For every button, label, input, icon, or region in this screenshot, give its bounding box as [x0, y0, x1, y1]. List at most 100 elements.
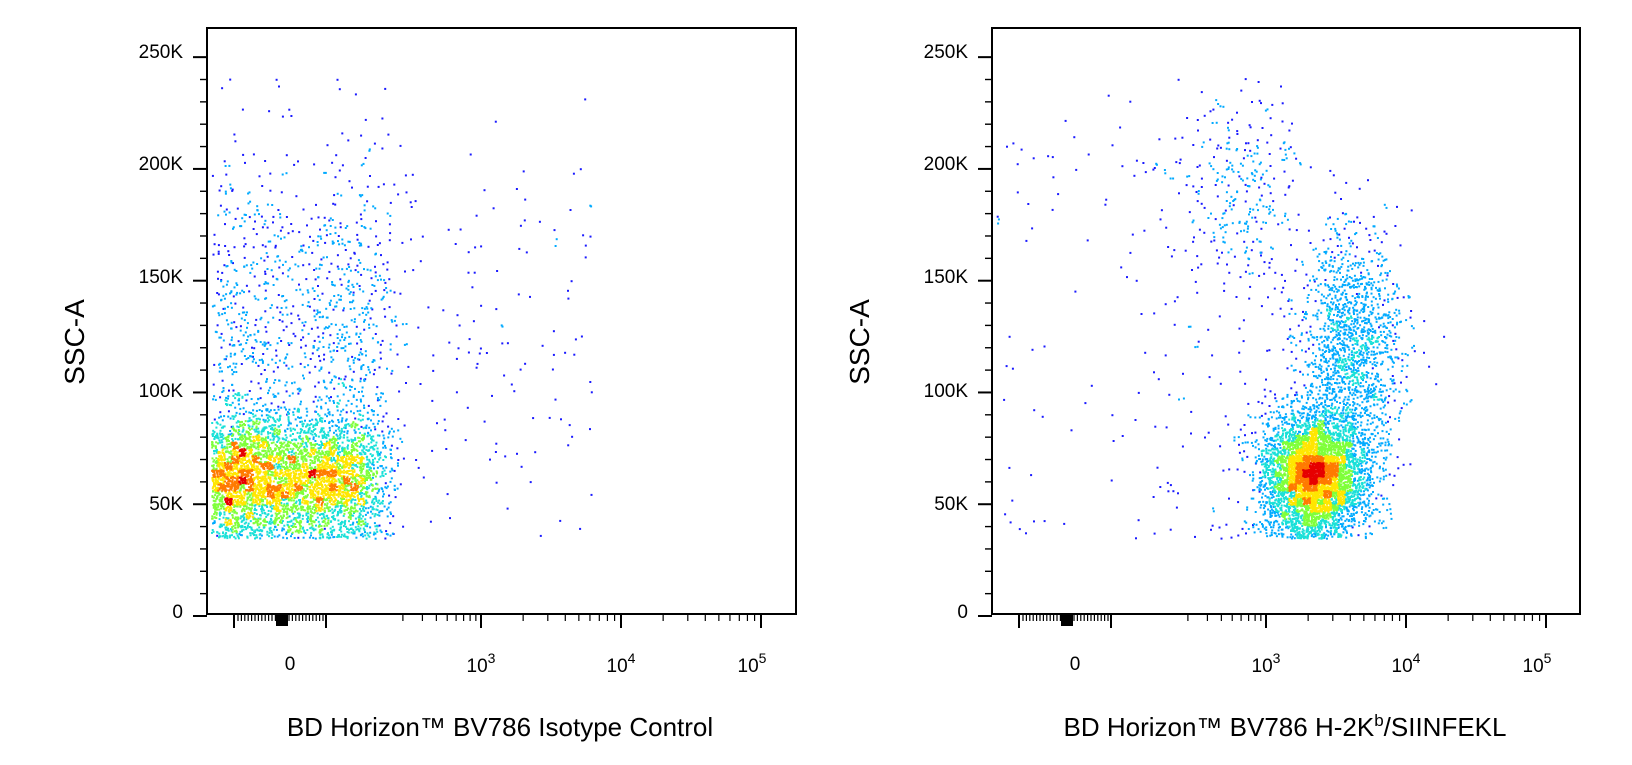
- event-dot: [252, 228, 255, 230]
- event-dot: [356, 450, 359, 452]
- event-dot: [218, 508, 221, 511]
- event-dot: [269, 307, 272, 309]
- event-dot: [281, 458, 284, 461]
- event-dot: [305, 475, 308, 478]
- event-dot: [304, 495, 307, 498]
- event-dot: [266, 499, 269, 502]
- event-dot: [220, 458, 223, 461]
- event-dot: [356, 282, 359, 285]
- event-dot: [226, 280, 229, 283]
- event-dot: [241, 436, 244, 439]
- event-dot: [324, 493, 327, 496]
- event-dot: [217, 244, 220, 247]
- event-dot: [368, 494, 371, 497]
- event-dot: [264, 461, 266, 464]
- event-dot: [293, 491, 295, 494]
- event-dot: [287, 424, 290, 427]
- event-dot: [318, 355, 320, 358]
- event-dot: [288, 515, 291, 518]
- event-dot: [213, 450, 215, 452]
- event-dot: [293, 465, 295, 468]
- event-dot: [358, 500, 360, 502]
- event-dot: [279, 216, 282, 219]
- event-dot: [243, 516, 246, 519]
- event-dot: [217, 452, 220, 455]
- event-dot: [297, 459, 300, 462]
- event-dot: [330, 450, 333, 453]
- event-dot: [232, 427, 235, 430]
- event-dot: [333, 284, 336, 287]
- event-dot: [260, 477, 263, 480]
- event-dot: [251, 513, 254, 515]
- event-dot: [315, 411, 318, 413]
- event-dot: [251, 504, 254, 506]
- event-dot: [322, 495, 325, 498]
- event-dot: [226, 535, 229, 538]
- event-dot: [318, 414, 321, 417]
- event-dot: [264, 343, 267, 346]
- event-dot: [336, 453, 339, 456]
- event-dot: [342, 347, 345, 350]
- event-dot: [246, 493, 249, 496]
- event-dot: [256, 478, 259, 481]
- event-dot: [305, 500, 308, 503]
- event-dot: [250, 463, 253, 466]
- event-dot: [253, 504, 256, 507]
- event-dot: [289, 463, 291, 466]
- event-dot: [307, 481, 310, 484]
- event-dot: [309, 510, 312, 513]
- event-dot: [315, 203, 317, 206]
- event-dot: [217, 214, 220, 217]
- event-dot: [285, 381, 288, 384]
- event-dot: [268, 444, 270, 447]
- event-dot: [219, 411, 222, 414]
- event-dot: [350, 452, 352, 455]
- event-dot: [339, 222, 342, 225]
- event-dot: [336, 265, 339, 268]
- event-dot: [314, 494, 317, 497]
- event-dot: [427, 306, 430, 309]
- event-dot: [360, 443, 363, 446]
- event-dot: [320, 407, 323, 410]
- event-dot: [520, 465, 523, 468]
- event-dot: [332, 420, 335, 423]
- event-dot: [388, 239, 391, 242]
- event-dot: [277, 446, 280, 449]
- event-dot: [317, 520, 320, 523]
- event-dot: [371, 501, 373, 504]
- event-dot: [363, 379, 366, 382]
- event-dot: [212, 485, 215, 488]
- event-dot: [352, 412, 355, 415]
- event-dot: [227, 517, 230, 520]
- event-dot: [257, 330, 260, 333]
- event-dot: [296, 529, 298, 532]
- event-dot: [344, 519, 347, 522]
- event-dot: [258, 523, 261, 526]
- event-dot: [491, 394, 493, 397]
- event-dot: [252, 477, 255, 480]
- event-dot: [231, 438, 234, 441]
- event-dot: [336, 401, 339, 404]
- event-dot: [317, 435, 320, 438]
- event-dot: [364, 227, 367, 230]
- event-dot: [351, 473, 354, 476]
- event-dot: [377, 454, 380, 457]
- event-dot: [231, 531, 234, 534]
- event-dot: [318, 477, 321, 480]
- event-dot: [399, 144, 402, 147]
- event-dot: [395, 335, 398, 338]
- event-dot: [284, 430, 287, 433]
- event-dot: [234, 526, 237, 529]
- event-dot: [222, 532, 224, 534]
- event-dot: [316, 421, 319, 424]
- event-dot: [216, 433, 219, 436]
- event-dot: [234, 366, 237, 369]
- event-dot: [456, 314, 459, 317]
- event-dot: [389, 201, 392, 204]
- event-dot: [287, 411, 289, 414]
- event-dot: [266, 203, 269, 206]
- event-dot: [332, 358, 335, 361]
- event-dot: [376, 386, 379, 389]
- event-dot: [295, 519, 298, 522]
- event-dot: [323, 498, 326, 501]
